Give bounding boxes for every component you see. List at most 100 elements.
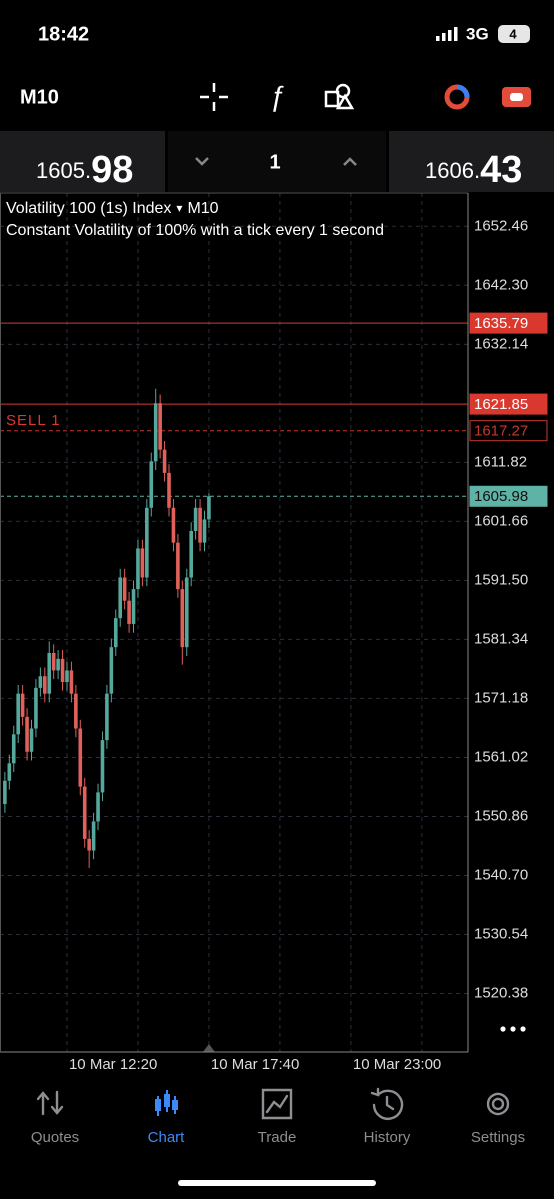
candle-body	[193, 507, 198, 532]
candle-body	[91, 821, 96, 851]
y-tick-label: 1540.70	[474, 866, 528, 883]
candle-body	[56, 658, 60, 671]
candle-body	[60, 658, 65, 683]
crosshair-icon[interactable]	[200, 83, 228, 111]
sell-price-prefix: 1605.	[36, 158, 91, 183]
candle-body	[51, 652, 56, 671]
candle-body	[69, 670, 74, 694]
y-tick-label: 1642.30	[474, 276, 528, 293]
tab-icon[interactable]	[155, 1099, 161, 1111]
chart-timeframe: M10	[187, 200, 218, 217]
tab-label[interactable]: Quotes	[31, 1129, 79, 1146]
y-tick-label: 1530.54	[474, 925, 528, 942]
tab-bar: Quotes Chart Trade History Settings	[31, 1087, 525, 1146]
y-tick-label: 1581.34	[474, 630, 528, 647]
y-tick-label: 1520.38	[474, 984, 528, 1001]
x-tick-label: 10 Mar 23:00	[353, 1056, 441, 1073]
candle-body	[127, 600, 131, 624]
objects-icon[interactable]	[324, 83, 355, 110]
candle-body	[131, 589, 136, 624]
candle-body	[25, 716, 29, 752]
decrease-volume[interactable]	[195, 157, 209, 166]
y-tick-label: 1652.46	[474, 217, 528, 234]
candle-body	[189, 531, 193, 578]
sell-price: 1605.98	[36, 149, 133, 191]
chart: 1652.46 1642.30 1632.14 1611.82 1601.66 1591.…	[0, 193, 548, 1073]
candle-body	[11, 734, 16, 764]
y-tick-label: 1601.66	[474, 512, 528, 529]
more-menu[interactable]	[500, 1026, 526, 1032]
price-label-box	[469, 420, 548, 442]
sell-price-suffix: 98	[91, 149, 133, 191]
candle-body	[207, 496, 211, 520]
price-label: 1605.98	[474, 488, 528, 505]
candle-body	[149, 461, 154, 508]
candle-body	[198, 507, 202, 543]
buy-box[interactable]	[389, 131, 554, 192]
y-tick-label: 1561.02	[474, 748, 528, 765]
candle-body	[167, 472, 171, 508]
battery-level: 4	[509, 26, 517, 41]
candle-body	[96, 792, 100, 822]
chart-title: Volatility 100 (1s) Index ▾ M10	[6, 200, 219, 217]
candle-body	[202, 519, 207, 543]
candle-body	[180, 589, 185, 648]
y-tick-label: 1550.86	[474, 807, 528, 824]
buy-price: 1606.43	[425, 149, 522, 191]
candle-body	[34, 687, 38, 729]
tab-icon[interactable]	[261, 1088, 293, 1120]
candle-body	[78, 728, 83, 787]
candle-body	[122, 577, 127, 601]
title-marker: ▾	[176, 201, 182, 215]
status-time: 18:42	[38, 23, 89, 45]
candle-body	[100, 740, 105, 793]
current-time-marker	[202, 1044, 215, 1052]
tab-label[interactable]: Chart	[148, 1129, 186, 1146]
candle-body	[162, 449, 167, 473]
candle-body	[65, 670, 69, 683]
indicators-icon[interactable]: ƒ	[269, 80, 285, 111]
tab-icon[interactable]	[486, 1092, 510, 1116]
account-icon-part	[456, 84, 470, 98]
candle-body	[47, 652, 52, 694]
tab-label[interactable]: History	[364, 1129, 411, 1146]
price-label-box	[469, 312, 548, 334]
candle-body	[16, 693, 20, 735]
tab-icon[interactable]	[164, 1094, 170, 1107]
candle-body	[20, 693, 25, 717]
price-label-box	[469, 393, 548, 415]
y-tick-label: 1591.50	[474, 571, 528, 588]
tab-icon[interactable]	[172, 1100, 178, 1110]
chart-subtitle: Constant Volatility of 100% with a tick …	[6, 222, 384, 239]
price-label: 1617.27	[474, 423, 528, 440]
tab-label[interactable]: Settings	[471, 1129, 525, 1146]
volume[interactable]: 1	[269, 151, 280, 173]
candle-body	[171, 507, 176, 543]
y-tick-label: 1632.14	[474, 335, 528, 352]
timeframe-button[interactable]: M10	[20, 86, 59, 108]
price-label-box	[469, 485, 548, 507]
tab-icon[interactable]	[370, 1087, 404, 1120]
sell-box[interactable]	[0, 131, 165, 192]
y-tick-label: 1571.18	[474, 689, 528, 706]
network-type: 3G	[466, 24, 489, 43]
candle-body	[153, 403, 158, 462]
home-indicator	[178, 1180, 376, 1186]
candle-body	[140, 548, 145, 578]
tab-label[interactable]: Trade	[258, 1129, 297, 1146]
signal-icon	[436, 27, 458, 41]
increase-volume[interactable]	[343, 157, 357, 166]
price-label: 1635.79	[474, 315, 528, 332]
candle-body	[145, 507, 149, 578]
candle-body	[87, 838, 91, 851]
candle-body	[184, 577, 189, 648]
tab-icon[interactable]	[36, 1090, 64, 1116]
candle-body	[118, 577, 123, 619]
candle-body	[74, 693, 78, 729]
candle-body	[3, 780, 7, 805]
candle-body	[158, 403, 162, 450]
order-label: SELL 1	[6, 412, 61, 429]
candle-body	[29, 728, 34, 752]
